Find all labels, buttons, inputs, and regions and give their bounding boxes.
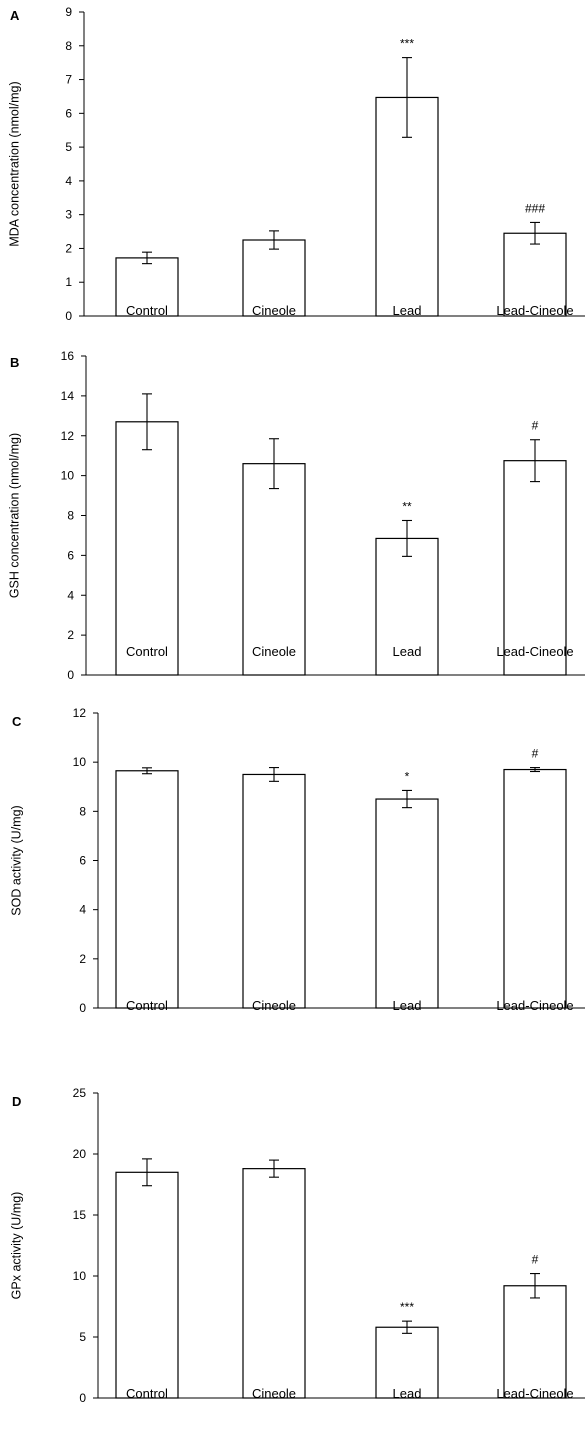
bar-b-lead	[375, 537, 439, 676]
bar-b-cineole	[242, 463, 306, 676]
y-tick-label-c: 12	[73, 706, 87, 720]
bar-c-control	[115, 770, 179, 1009]
bar-d-control	[115, 1171, 179, 1399]
y-tick-label-d: 10	[73, 1269, 87, 1283]
panel-b: B 0 2 4 6 8 10 12 14 16 GSH concentration (nmol/mg…	[0, 340, 585, 688]
category-label-d: Lead	[393, 1386, 422, 1401]
y-tick-label-a: 2	[65, 241, 72, 255]
category-label-d: Lead-Cineole	[496, 1386, 573, 1401]
significance-label-b: #	[532, 419, 539, 433]
y-axis-title-d: GPx activity (U/mg)	[9, 1192, 23, 1300]
y-tick-label-b: 12	[61, 429, 75, 443]
y-axis-title-c: SOD activity (U/mg)	[9, 805, 23, 915]
category-label-b: Cineole	[252, 644, 296, 659]
bar-c-lead	[375, 798, 439, 1009]
y-tick-label-b: 6	[67, 548, 74, 562]
panel-d: D 0 5 10 15 20 25 GPx activity (U/mg) Control Cin…	[0, 1058, 585, 1436]
category-label-c: Lead	[393, 998, 422, 1013]
significance-label-c: #	[532, 747, 539, 761]
category-label-a: Cineole	[252, 303, 296, 318]
bar-b-control	[115, 421, 179, 676]
y-tick-label-c: 0	[79, 1001, 86, 1015]
y-axis-title-a: MDA concentration (nmol/mg)	[7, 81, 21, 246]
y-tick-label-b: 16	[61, 349, 75, 363]
y-axis-title-b: GSH concentration (nmol/mg)	[7, 433, 21, 598]
y-tick-label-a: 0	[65, 309, 72, 323]
significance-label-a: ***	[400, 37, 414, 51]
y-tick-label-c: 4	[79, 903, 86, 917]
significance-label-d: ***	[400, 1300, 414, 1314]
y-tick-label-a: 3	[65, 208, 72, 222]
y-tick-label-c: 6	[79, 854, 86, 868]
y-tick-label-b: 4	[67, 588, 74, 602]
y-tick-label-c: 2	[79, 952, 86, 966]
chart-a: A 0 1 2 3 4 5 6 7 8 9 MDA concentration (nmol/mg) Co…	[7, 5, 585, 323]
panel-letter-d: D	[12, 1094, 21, 1109]
category-label-b: Lead	[393, 644, 422, 659]
y-tick-label-a: 4	[65, 174, 72, 188]
y-tick-label-d: 0	[79, 1391, 86, 1405]
category-label-c: Lead-Cineole	[496, 998, 573, 1013]
panel-c: C 0 2 4 6 8 10 12 SOD activity (U/mg) Control Cine…	[0, 688, 585, 1058]
panel-a: A 0 1 2 3 4 5 6 7 8 9 MDA concentration (nmol/mg) Co…	[0, 0, 585, 340]
significance-label-c: *	[405, 769, 410, 783]
y-tick-label-d: 20	[73, 1147, 87, 1161]
y-tick-label-b: 2	[67, 628, 74, 642]
chart-d: D 0 5 10 15 20 25 GPx activity (U/mg) Control Cin…	[9, 1086, 585, 1405]
y-tick-label-b: 10	[61, 469, 75, 483]
bar-b-lead-cineole	[503, 460, 567, 676]
category-label-d: Cineole	[252, 1386, 296, 1401]
y-tick-label-d: 25	[73, 1086, 87, 1100]
category-label-b: Lead-Cineole	[496, 644, 573, 659]
significance-label-a: ###	[525, 201, 545, 215]
y-tick-label-a: 6	[65, 106, 72, 120]
y-tick-label-b: 14	[61, 389, 75, 403]
category-label-a: Control	[126, 303, 168, 318]
bar-d-cineole	[242, 1168, 306, 1399]
category-label-d: Control	[126, 1386, 168, 1401]
panel-letter-a: A	[10, 8, 20, 23]
chart-c: C 0 2 4 6 8 10 12 SOD activity (U/mg) Control Cine…	[9, 706, 585, 1015]
y-tick-label-d: 5	[79, 1330, 86, 1344]
category-label-b: Control	[126, 644, 168, 659]
bar-a-cineole	[242, 239, 306, 317]
category-label-a: Lead	[393, 303, 422, 318]
category-label-c: Control	[126, 998, 168, 1013]
chart-b: B 0 2 4 6 8 10 12 14 16 GSH concentration (nmol/mg…	[7, 349, 585, 682]
significance-label-b: **	[402, 499, 412, 513]
y-tick-label-a: 9	[65, 5, 72, 19]
category-label-c: Cineole	[252, 998, 296, 1013]
bar-c-lead-cineole	[503, 768, 567, 1009]
bar-d-lead	[375, 1326, 439, 1399]
bar-c-cineole	[242, 773, 306, 1009]
y-tick-label-a: 5	[65, 140, 72, 154]
y-tick-label-d: 15	[73, 1208, 87, 1222]
y-tick-label-a: 8	[65, 39, 72, 53]
panel-letter-b: B	[10, 355, 19, 370]
y-tick-label-c: 8	[79, 804, 86, 818]
y-tick-label-a: 7	[65, 73, 72, 87]
panel-letter-c: C	[12, 714, 22, 729]
bar-d-lead-cineole	[503, 1285, 567, 1399]
bar-a-control	[115, 257, 179, 317]
y-tick-label-b: 8	[67, 509, 74, 523]
y-tick-label-a: 1	[65, 275, 72, 289]
category-label-a: Lead-Cineole	[496, 303, 573, 318]
significance-label-d: #	[532, 1253, 539, 1267]
y-tick-label-b: 0	[67, 668, 74, 682]
y-tick-label-c: 10	[73, 755, 87, 769]
